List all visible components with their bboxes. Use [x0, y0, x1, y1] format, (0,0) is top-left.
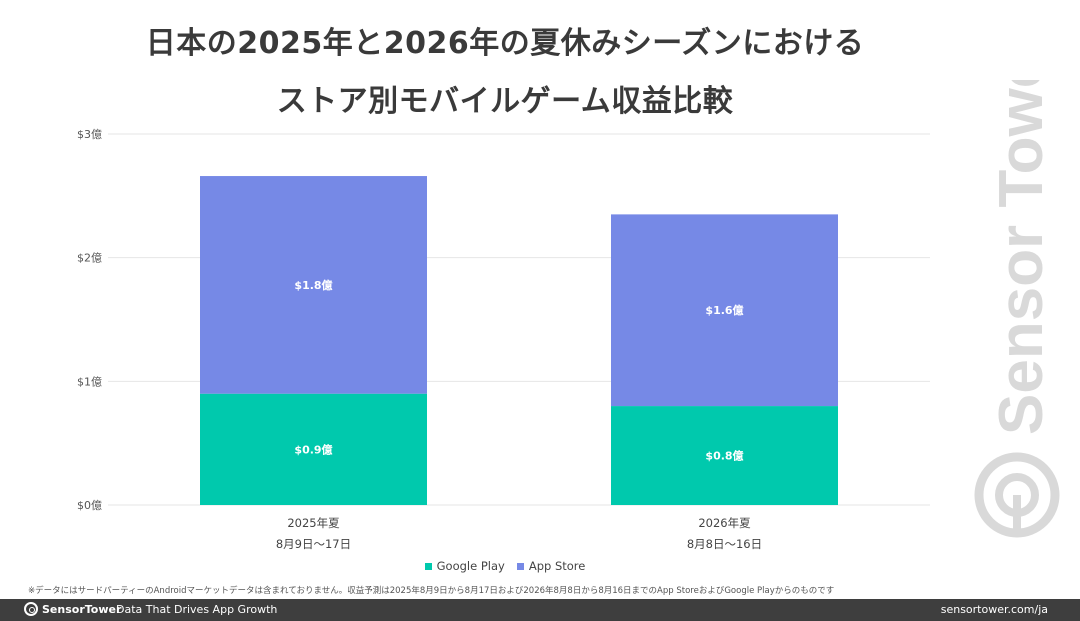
y-tick-label: $2億 — [77, 252, 102, 265]
chart-title-line2: ストア別モバイルゲーム収益比較 — [276, 84, 734, 119]
footer-bar: SensorTower Data That Drives App Growth … — [0, 599, 1080, 621]
watermark-text: Sensor Tower — [987, 80, 1056, 435]
legend-swatch-app-store — [516, 562, 524, 570]
x-tick-label: 2025年夏 — [287, 516, 340, 530]
legend-label-google-play: Google Play — [436, 559, 505, 573]
stacked-bar-chart: $0億 $1億 $2億 $3億 $0.9億 $1.8億 2025年夏 8月9日〜17日 $0.8… — [77, 128, 930, 551]
chart-title-line1: 日本の2025年と2026年の夏休みシーズンにおける — [145, 26, 865, 61]
sensor-tower-logo-icon — [24, 602, 38, 616]
footer-brand-name: SensorTower — [42, 602, 122, 616]
x-tick-label: 2026年夏 — [698, 516, 751, 530]
data-label: $1.6億 — [705, 303, 743, 317]
y-tick-label: $1億 — [77, 375, 102, 388]
bar-segment — [611, 214, 838, 407]
data-label: $1.8億 — [294, 278, 332, 292]
footer-tagline: Data That Drives App Growth — [116, 603, 278, 616]
bar-segment — [200, 176, 427, 394]
bar-segment — [611, 406, 838, 505]
y-tick-label: $3億 — [77, 128, 102, 141]
legend-item-app-store: App Store — [516, 559, 586, 573]
data-label: $0.9億 — [294, 442, 332, 456]
footnote: ※データにはサードパーティーのAndroidマーケットデータは含まれておりません… — [28, 586, 835, 596]
footer-brand: SensorTower — [24, 602, 121, 616]
legend-label-app-store: App Store — [528, 559, 586, 573]
data-label: $0.8億 — [705, 449, 743, 463]
legend-item-google-play: Google Play — [424, 559, 505, 573]
legend-swatch-google-play — [424, 562, 432, 570]
x-tick-sublabel: 8月8日〜16日 — [687, 537, 762, 551]
sensor-tower-watermark: Sensor Tower — [974, 80, 1060, 538]
bar-segment — [200, 393, 427, 505]
x-tick-sublabel: 8月9日〜17日 — [276, 537, 351, 551]
footer-url[interactable]: sensortower.com/ja — [940, 603, 1048, 616]
sensor-tower-logo-icon — [974, 452, 1060, 538]
y-tick-label: $0億 — [77, 499, 102, 512]
chart-legend: Google Play App Store — [0, 559, 1010, 573]
